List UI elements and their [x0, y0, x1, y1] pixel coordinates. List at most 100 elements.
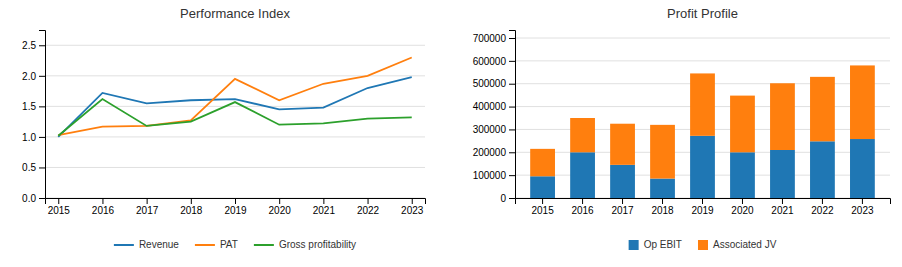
x-tick-mark — [412, 198, 413, 204]
x-tick-label: 2022 — [357, 205, 380, 216]
y-tick-label: 0.0 — [22, 193, 36, 204]
bar — [610, 124, 635, 165]
legend-swatch — [254, 244, 274, 246]
legend-item: Associated JV — [698, 239, 777, 250]
y-tick-mark — [39, 45, 45, 46]
legend: Op EBITAssociated JV — [629, 239, 777, 250]
x-tick-label: 2018 — [180, 205, 203, 216]
legend-item: PAT — [195, 239, 238, 250]
grid — [45, 45, 425, 198]
y-tick-mark — [509, 129, 515, 130]
plot-area — [530, 65, 875, 198]
x-tick: 2022 — [357, 198, 380, 216]
x-tick-mark — [368, 198, 369, 204]
y-tick-mark — [39, 167, 45, 168]
bar — [850, 65, 875, 139]
bar — [530, 149, 555, 176]
bar — [690, 73, 715, 135]
x-tick-mark — [742, 198, 743, 204]
x-tick-mark — [862, 198, 863, 204]
x-tick-label: 2015 — [48, 205, 71, 216]
x-tick-mark — [782, 198, 783, 204]
bar — [690, 136, 715, 198]
bar — [810, 77, 835, 141]
chart-title: Profit Profile — [667, 6, 738, 21]
legend-item: Gross profitability — [254, 239, 356, 250]
x-tick-label: 2019 — [691, 205, 714, 216]
bar — [650, 125, 675, 179]
y-tick-label: 0 — [500, 193, 506, 204]
y-tick-mark — [509, 84, 515, 85]
series-line — [58, 77, 411, 137]
x-tick: 2019 — [691, 198, 714, 216]
y-tick-label: 700000 — [473, 33, 507, 44]
bar — [570, 152, 595, 198]
legend-label: Revenue — [139, 239, 179, 250]
x-tick-mark — [279, 198, 280, 204]
legend-item: Revenue — [114, 239, 179, 250]
y-tick-mark — [509, 175, 515, 176]
series-line — [58, 99, 411, 136]
x-tick: 2021 — [771, 198, 794, 216]
y-tick: 200000 — [473, 147, 515, 158]
x-tick: 2015 — [531, 198, 554, 216]
x-tick: 2018 — [651, 198, 674, 216]
y-tick-mark — [509, 198, 515, 199]
x-tick-label: 2017 — [136, 205, 159, 216]
y-tick-label: 100000 — [473, 170, 507, 181]
bar — [650, 179, 675, 198]
y-tick: 1.0 — [22, 132, 45, 143]
grid — [515, 38, 890, 198]
y-tick-mark — [509, 152, 515, 153]
x-tick: 2018 — [180, 198, 203, 216]
y-tick-mark — [509, 61, 515, 62]
bar — [810, 141, 835, 198]
grid-line — [515, 60, 890, 61]
legend-swatch — [114, 244, 134, 246]
bar — [770, 83, 795, 150]
x-tick-label: 2020 — [731, 205, 754, 216]
chart-panel: 2015201620172018201920202021202220230.00… — [22, 6, 425, 250]
x-tick-label: 2016 — [92, 205, 115, 216]
series-line — [58, 57, 411, 135]
y-axis-line — [39, 31, 46, 199]
y-tick-mark — [39, 137, 45, 138]
x-tick: 2017 — [136, 198, 159, 216]
y-tick-label: 1.5 — [22, 101, 36, 112]
grid-line — [45, 167, 425, 168]
bar — [770, 150, 795, 198]
bar — [570, 118, 595, 152]
y-tick-label: 2.5 — [22, 40, 36, 51]
bar — [730, 152, 755, 198]
x-tick-mark — [191, 198, 192, 204]
y-axis: 0100000200000300000400000500000600000700… — [473, 31, 516, 204]
x-tick-label: 2023 — [401, 205, 424, 216]
legend-swatch — [629, 240, 639, 250]
legend-swatch — [195, 244, 215, 246]
x-axis: 201520162017201820192020202120222023 — [46, 198, 426, 216]
y-tick-label: 400000 — [473, 101, 507, 112]
y-tick: 100000 — [473, 170, 515, 181]
y-axis: 0.00.51.01.52.02.5 — [22, 31, 45, 204]
x-tick-mark — [235, 198, 236, 204]
x-tick: 2016 — [92, 198, 115, 216]
bar — [610, 165, 635, 198]
x-tick-label: 2021 — [313, 205, 336, 216]
y-tick-mark — [509, 38, 515, 39]
x-tick: 2023 — [851, 198, 874, 216]
y-tick-label: 300000 — [473, 124, 507, 135]
x-tick-label: 2017 — [611, 205, 634, 216]
bar — [850, 139, 875, 198]
x-tick-mark — [822, 198, 823, 204]
legend-swatch — [698, 240, 708, 250]
x-tick: 2022 — [811, 198, 834, 216]
y-tick: 2.5 — [22, 40, 45, 51]
legend-label: PAT — [220, 239, 238, 250]
grid-line — [515, 38, 890, 39]
y-tick-label: 1.0 — [22, 132, 36, 143]
grid-line — [45, 106, 425, 107]
x-tick-mark — [582, 198, 583, 204]
legend-label: Gross profitability — [279, 239, 356, 250]
y-tick-label: 200000 — [473, 147, 507, 158]
x-tick-mark — [323, 198, 324, 204]
